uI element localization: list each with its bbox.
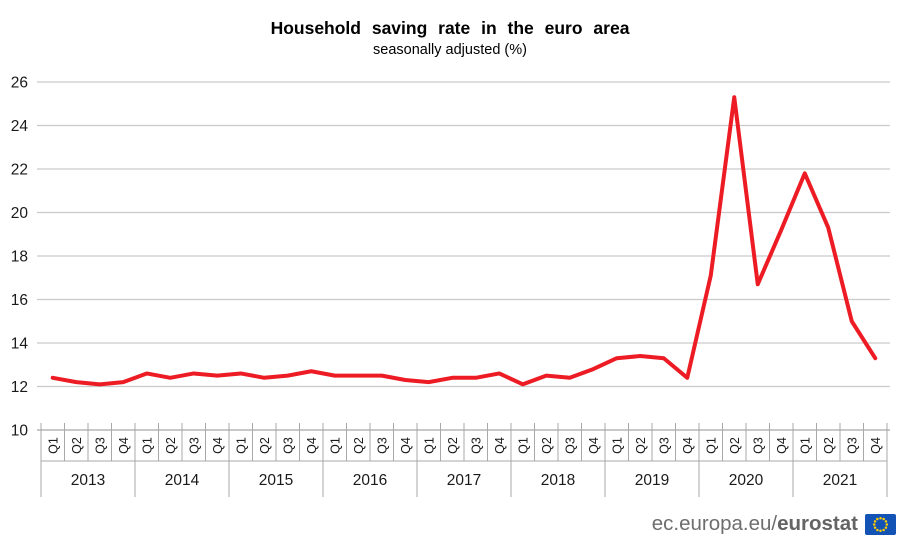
x-axis-quarter-label: Q1 xyxy=(704,437,718,454)
x-axis-year-label: 2019 xyxy=(635,472,669,489)
x-axis-quarter-label: Q3 xyxy=(375,437,389,454)
x-axis-quarter-label: Q2 xyxy=(446,437,460,454)
x-axis-quarter-label: Q3 xyxy=(93,437,107,454)
x-axis-quarter-label: Q3 xyxy=(845,437,859,454)
eu-flag-star xyxy=(882,517,885,520)
chart-subtitle: seasonally adjusted (%) xyxy=(373,42,527,58)
x-axis-year-label: 2021 xyxy=(823,472,857,489)
x-axis-quarter-label: Q2 xyxy=(352,437,366,454)
x-axis-year-label: 2015 xyxy=(259,472,293,489)
x-axis-quarter-label: Q4 xyxy=(305,437,319,454)
x-axis-quarter-label: Q3 xyxy=(281,437,295,454)
x-axis-quarter-label: Q2 xyxy=(540,437,554,454)
x-axis-quarter-label: Q4 xyxy=(869,437,883,454)
x-axis-quarter-label: Q1 xyxy=(422,437,436,454)
x-axis-quarter-label: Q2 xyxy=(70,437,84,454)
quarter-cell xyxy=(863,429,888,462)
eu-flag-star xyxy=(884,519,888,523)
eu-flag-icon xyxy=(865,513,896,535)
x-axis-quarter-label: Q2 xyxy=(164,437,178,454)
x-axis-quarter-label: Q4 xyxy=(775,437,789,454)
footer-url-prefix: ec.europa.eu/ xyxy=(651,512,778,535)
eu-flag-star xyxy=(879,516,882,519)
x-axis-quarter-label: Q4 xyxy=(681,437,695,454)
x-axis-quarter-label: Q1 xyxy=(46,437,60,454)
x-axis-year-label: 2013 xyxy=(71,472,105,489)
y-axis-tick-label: 26 xyxy=(11,75,28,92)
x-axis-quarter-label: Q3 xyxy=(751,437,765,454)
x-axis-quarter-label: Q3 xyxy=(187,437,201,454)
x-axis-quarter-label: Q1 xyxy=(234,437,248,454)
y-axis-tick-label: 16 xyxy=(11,292,28,309)
x-axis-quarter-label: Q2 xyxy=(634,437,648,454)
y-axis-tick-label: 20 xyxy=(11,205,29,222)
x-axis-quarter-label: Q4 xyxy=(399,437,413,454)
x-axis-quarter-label: Q4 xyxy=(587,437,601,454)
eu-flag-star xyxy=(876,517,879,520)
y-axis-tick-label: 14 xyxy=(11,336,29,353)
x-axis-year-label: 2014 xyxy=(165,472,200,489)
x-axis-quarter-label: Q1 xyxy=(798,437,812,454)
y-axis-tick-label: 22 xyxy=(11,162,28,179)
eu-flag-star xyxy=(873,519,877,523)
x-axis-quarter-label: Q4 xyxy=(117,437,131,454)
y-axis-tick-label: 12 xyxy=(11,379,28,396)
eu-flag-field xyxy=(865,513,896,535)
x-axis-year-label: 2020 xyxy=(729,472,764,489)
x-axis-quarter-label: Q1 xyxy=(610,437,624,454)
footer-url: ec.europa.eu/eurostat xyxy=(652,512,858,536)
eu-flag-star xyxy=(885,522,889,526)
eu-flag-star xyxy=(873,525,877,529)
footer-url-eurostat: eurostat xyxy=(777,512,858,535)
eu-flag-star xyxy=(879,529,882,532)
chart-title: Household saving rate in the euro area xyxy=(270,18,630,38)
x-axis-quarter-label: Q2 xyxy=(728,437,742,454)
x-axis-quarter-label: Q2 xyxy=(258,437,272,454)
eu-flag-star xyxy=(872,522,876,526)
y-axis-tick-label: 24 xyxy=(11,118,29,135)
eu-flag-star xyxy=(884,525,888,529)
x-axis-year-label: 2016 xyxy=(353,472,387,489)
eu-flag-star xyxy=(876,528,879,531)
saving-rate-line xyxy=(50,95,878,387)
x-axis-quarter-label: Q1 xyxy=(516,437,530,454)
x-axis-year-label: 2017 xyxy=(447,472,481,489)
x-axis-quarter-label: Q1 xyxy=(328,437,342,454)
x-axis-quarter-label: Q1 xyxy=(140,437,154,454)
y-axis-tick-label: 18 xyxy=(11,249,28,266)
x-axis-quarter-label: Q3 xyxy=(657,437,671,454)
x-axis-quarter-label: Q2 xyxy=(822,437,836,454)
eu-flag-star xyxy=(882,528,885,531)
x-axis-year-label: 2018 xyxy=(541,472,575,489)
x-axis-quarter-label: Q3 xyxy=(469,437,483,454)
y-axis-tick-label: 10 xyxy=(11,423,29,440)
x-axis-quarter-label: Q4 xyxy=(493,437,507,454)
x-axis-quarter-label: Q4 xyxy=(211,437,225,454)
x-axis-quarter-label: Q3 xyxy=(563,437,577,454)
footer: ec.europa.eu/eurostat xyxy=(652,512,896,536)
